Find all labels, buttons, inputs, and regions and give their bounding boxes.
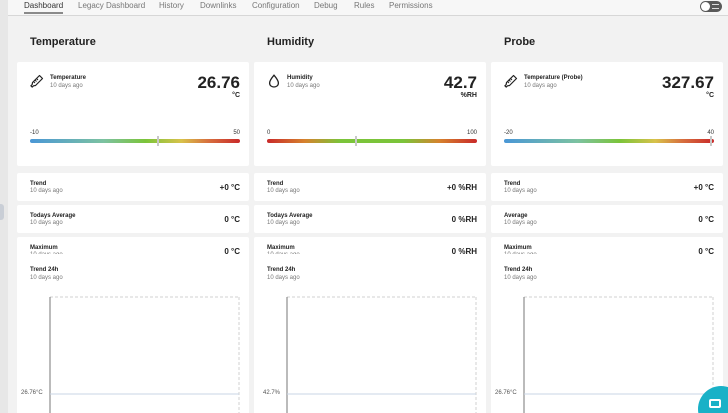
stat-value: +0 °C	[693, 183, 714, 192]
trend-chart-card: Trend 24h 10 days ago 42.7%	[254, 254, 486, 413]
tab-configuration[interactable]: Configuration	[252, 1, 300, 10]
chart-title: Trend 24h	[504, 267, 533, 273]
sensor-unit: °C	[706, 92, 714, 99]
range-gauge	[504, 139, 714, 143]
stat-value: +0 °C	[219, 183, 240, 192]
chart-age: 10 days ago	[504, 275, 537, 281]
section-title: Temperature	[30, 36, 96, 48]
stat-label: Trend	[504, 181, 521, 187]
sensor-card: Temperature 10 days ago 26.76 °C -10 50	[17, 62, 249, 166]
stat-age: 10 days ago	[30, 220, 63, 226]
sidebar-collapse-handle[interactable]	[0, 204, 4, 220]
stat-age: 10 days ago	[267, 220, 300, 226]
trend-chart	[49, 296, 240, 413]
gauge-marker	[156, 136, 159, 146]
stat-age: 10 days ago	[267, 188, 300, 194]
stat-card-average: Todays Average 10 days ago 0 °C	[17, 205, 249, 233]
tab-permissions[interactable]: Permissions	[389, 1, 433, 10]
chat-icon	[709, 399, 721, 408]
thermometer-icon	[504, 74, 518, 88]
stat-label: Trend	[267, 181, 284, 187]
chart-y-label: 26.76°C	[21, 390, 43, 396]
range-max: 50	[233, 130, 240, 136]
chart-y-label: 26.76°C	[495, 390, 517, 396]
sensor-unit: %RH	[460, 92, 477, 99]
chart-title: Trend 24h	[267, 267, 296, 273]
sensor-name: Temperature (Probe)	[524, 75, 583, 81]
sensor-value: 26.76	[197, 73, 240, 92]
stat-value: 0 °C	[224, 247, 240, 256]
sensor-value: 327.67	[662, 73, 714, 92]
trend-chart	[286, 296, 477, 413]
stat-label: Average	[504, 213, 528, 219]
sensor-card: Temperature (Probe) 10 days ago 327.67 °…	[491, 62, 723, 166]
range-min: 0	[267, 130, 271, 136]
stat-value: 0 °C	[698, 247, 714, 256]
section-title: Probe	[504, 36, 536, 48]
stat-age: 10 days ago	[30, 188, 63, 194]
stat-label: Maximum	[30, 245, 58, 251]
toggle-knob	[701, 2, 710, 11]
range-min: -20	[504, 130, 513, 136]
sensor-age: 10 days ago	[524, 83, 557, 89]
stat-value: 0 °C	[698, 215, 714, 224]
tab-rules[interactable]: Rules	[354, 1, 375, 10]
menu-lines-icon	[712, 4, 719, 9]
stat-card-trend: Trend 10 days ago +0 °C	[17, 173, 249, 201]
left-sidebar-edge	[0, 0, 8, 413]
section-title: Humidity	[267, 36, 315, 48]
range-max: 40	[707, 130, 714, 136]
stat-label: Maximum	[504, 245, 532, 251]
stat-value: +0 %RH	[446, 183, 477, 192]
gauge-marker	[354, 136, 357, 146]
stat-value: 0 %RH	[451, 247, 477, 256]
sensor-name: Humidity	[287, 75, 313, 81]
tab-legacy-dashboard[interactable]: Legacy Dashboard	[78, 1, 146, 10]
sensor-unit: °C	[232, 92, 240, 99]
stat-value: 0 °C	[224, 215, 240, 224]
theme-toggle[interactable]	[700, 1, 722, 12]
range-gauge	[267, 139, 477, 143]
thermometer-icon	[30, 74, 44, 88]
stat-card-trend: Trend 10 days ago +0 %RH	[254, 173, 486, 201]
stat-label: Todays Average	[267, 213, 313, 219]
tab-dashboard[interactable]: Dashboard	[24, 0, 64, 14]
sensor-age: 10 days ago	[287, 83, 320, 89]
gauge-marker	[710, 136, 712, 146]
stat-label: Trend	[30, 181, 47, 187]
tab-debug[interactable]: Debug	[314, 1, 338, 10]
trend-chart-card: Trend 24h 10 days ago 26.76°C	[491, 254, 723, 413]
chart-age: 10 days ago	[267, 275, 300, 281]
chart-y-label: 42.7%	[263, 390, 281, 396]
range-max: 100	[466, 130, 477, 136]
sensor-card: Humidity 10 days ago 42.7 %RH 0 100	[254, 62, 486, 166]
sensor-age: 10 days ago	[50, 83, 83, 89]
sensor-value: 42.7	[443, 73, 477, 92]
stat-label: Maximum	[267, 245, 295, 251]
trend-chart	[523, 296, 714, 413]
chart-title: Trend 24h	[30, 267, 59, 273]
tab-downlinks[interactable]: Downlinks	[200, 1, 237, 10]
tab-bar: Dashboard Legacy Dashboard History Downl…	[8, 0, 728, 16]
droplet-icon	[268, 74, 280, 88]
stat-card-average: Todays Average 10 days ago 0 %RH	[254, 205, 486, 233]
stat-label: Todays Average	[30, 213, 76, 219]
chart-age: 10 days ago	[30, 275, 63, 281]
stat-value: 0 %RH	[451, 215, 477, 224]
range-gauge	[30, 139, 240, 143]
stat-age: 10 days ago	[504, 188, 537, 194]
trend-chart-card: Trend 24h 10 days ago 26.76°C	[17, 254, 249, 413]
stat-card-average: Average 10 days ago 0 °C	[491, 205, 723, 233]
range-min: -10	[30, 130, 39, 136]
sensor-name: Temperature	[50, 75, 86, 81]
tab-history[interactable]: History	[159, 1, 184, 10]
stat-card-trend: Trend 10 days ago +0 °C	[491, 173, 723, 201]
stat-age: 10 days ago	[504, 220, 537, 226]
